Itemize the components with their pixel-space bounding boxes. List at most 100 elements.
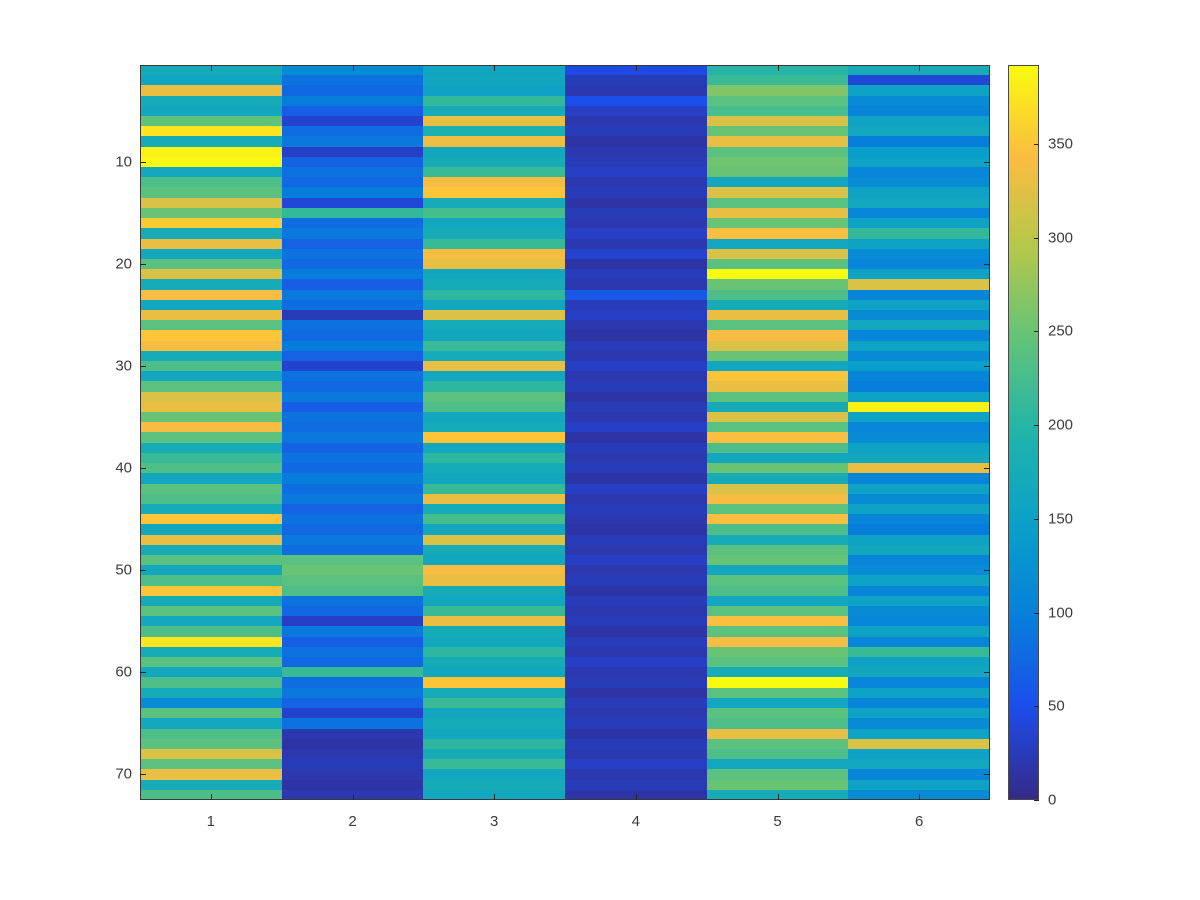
heatmap-cell	[565, 493, 707, 504]
heatmap-cell	[706, 442, 849, 453]
heatmap-cell	[848, 187, 990, 198]
x-tick-label: 2	[348, 813, 357, 830]
heatmap-cell	[423, 412, 565, 423]
heatmap-cell	[281, 95, 424, 106]
y-tick-mark	[140, 570, 146, 572]
heatmap-cell	[565, 473, 707, 484]
heatmap-cell	[423, 432, 565, 443]
heatmap-cell	[848, 422, 990, 433]
heatmap-cell	[706, 228, 849, 239]
heatmap-cell	[848, 524, 990, 535]
heatmap-cell	[140, 636, 282, 647]
heatmap-cell	[140, 299, 282, 310]
heatmap-cell	[565, 636, 707, 647]
heatmap-cell	[565, 657, 707, 668]
heatmap-cell	[848, 75, 990, 86]
heatmap-cell	[706, 708, 849, 719]
heatmap-cell	[423, 167, 565, 178]
heatmap-cell	[706, 759, 849, 770]
heatmap-cell	[565, 606, 707, 617]
heatmap-cell	[848, 126, 990, 137]
heatmap-cell	[281, 493, 424, 504]
heatmap-cell	[565, 371, 707, 382]
heatmap-cell	[423, 657, 565, 668]
heatmap-cell	[423, 330, 565, 341]
heatmap-cell	[565, 759, 707, 770]
heatmap-cell	[140, 463, 282, 474]
heatmap-cell	[565, 514, 707, 525]
heatmap-cell	[281, 514, 424, 525]
heatmap-cell	[281, 606, 424, 617]
heatmap-cell	[140, 646, 282, 658]
heatmap-cell	[423, 493, 565, 504]
heatmap-cell	[706, 748, 849, 760]
heatmap-cell	[848, 238, 990, 249]
heatmap-cell	[565, 432, 707, 443]
heatmap-cell	[706, 718, 849, 729]
heatmap-cell	[281, 585, 424, 596]
heatmap-cell	[281, 340, 424, 351]
heatmap-cell	[706, 207, 849, 219]
heatmap-cell	[706, 606, 849, 617]
heatmap-cell	[140, 667, 282, 678]
heatmap-cell	[706, 657, 849, 668]
heatmap-cell	[706, 432, 849, 443]
heatmap-cell	[565, 667, 707, 678]
heatmap-cell	[848, 228, 990, 239]
heatmap-cell	[565, 177, 707, 188]
y-tick-label: 60	[115, 663, 132, 681]
heatmap-cell	[281, 769, 424, 780]
heatmap-cell	[706, 279, 849, 290]
heatmap-cell	[848, 657, 990, 668]
heatmap-cell	[140, 207, 282, 219]
colorbar-tick-mark	[1034, 143, 1039, 145]
heatmap-cell	[140, 146, 282, 157]
heatmap-cell	[423, 95, 565, 106]
heatmap-cell	[140, 769, 282, 780]
heatmap-cell	[423, 391, 565, 402]
heatmap-cell	[848, 697, 990, 709]
heatmap-cell	[565, 228, 707, 239]
heatmap-cell	[281, 248, 424, 259]
heatmap-cell	[140, 85, 282, 96]
heatmap-cell	[423, 258, 565, 270]
heatmap-cell	[848, 503, 990, 515]
x-tick-label: 3	[489, 813, 499, 830]
heatmap-cell	[848, 361, 990, 372]
heatmap-cell	[565, 187, 707, 198]
heatmap-cell	[140, 738, 282, 749]
heatmap-cell	[140, 503, 282, 515]
heatmap-cell	[565, 544, 707, 555]
heatmap-cell	[848, 85, 990, 96]
x-tick-mark	[777, 794, 779, 800]
heatmap-cell	[848, 493, 990, 504]
heatmap-cell	[281, 126, 424, 137]
heatmap-cell	[140, 371, 282, 382]
heatmap-cell	[140, 381, 282, 392]
y-tick-mark	[984, 570, 990, 572]
heatmap-cell	[848, 565, 990, 576]
heatmap-cell	[140, 718, 282, 729]
heatmap-cell	[140, 422, 282, 433]
heatmap-cell	[423, 279, 565, 290]
heatmap-cell	[140, 677, 282, 688]
heatmap-cell	[281, 75, 424, 86]
heatmap-cell	[565, 483, 707, 494]
heatmap-cell	[423, 697, 565, 709]
heatmap-cell	[281, 575, 424, 586]
heatmap-cell	[706, 126, 849, 137]
heatmap-cell	[706, 85, 849, 96]
heatmap-cell	[281, 401, 424, 413]
heatmap-cell	[706, 554, 849, 566]
y-tick-label: 50	[115, 561, 132, 579]
x-tick-mark	[635, 65, 637, 71]
heatmap-cell	[848, 779, 990, 790]
heatmap-cell	[423, 422, 565, 433]
heatmap-cell	[423, 463, 565, 474]
heatmap-cell	[848, 708, 990, 719]
heatmap-cell	[140, 350, 282, 362]
heatmap-cell	[281, 289, 424, 300]
heatmap-cell	[706, 473, 849, 484]
heatmap-cell	[706, 463, 849, 474]
heatmap-cell	[423, 156, 565, 168]
